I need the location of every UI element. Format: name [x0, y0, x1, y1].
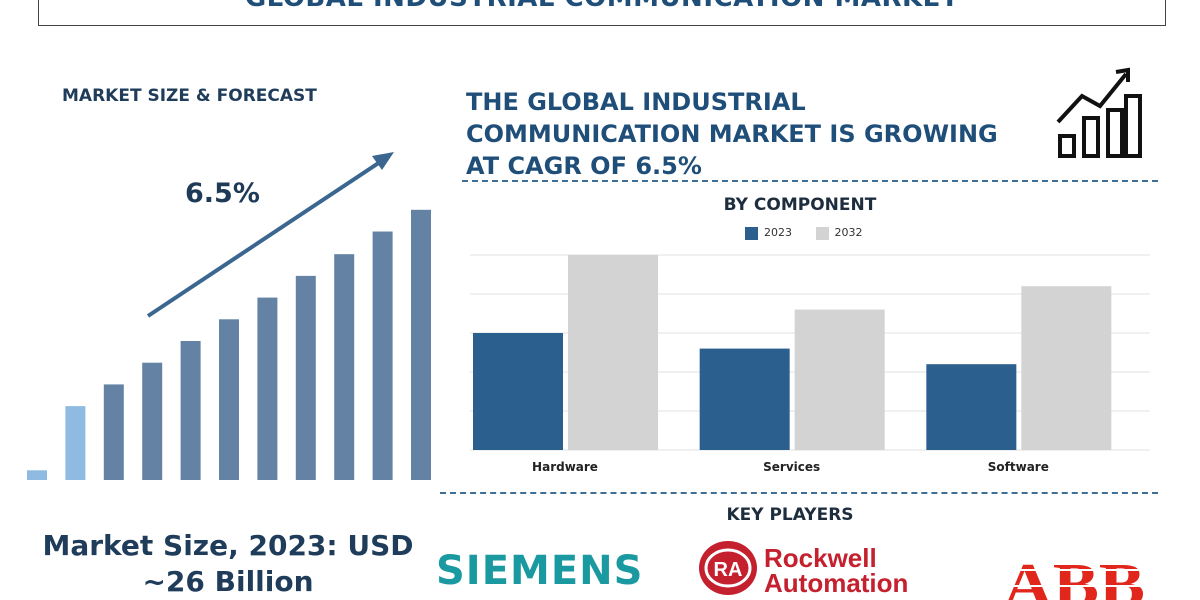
title-banner: GLOBAL INDUSTRIAL COMMUNICATION MARKET [38, 0, 1166, 26]
rockwell-badge-text: RA [714, 559, 743, 581]
forecast-bar-2029 [295, 275, 316, 480]
component-bar-software-2023 [926, 364, 1017, 450]
siemens-logo: SIEMENS [436, 548, 644, 594]
forecast-bar-2024 [103, 384, 124, 480]
forecast-bar-2023 [65, 406, 86, 480]
component-legend: 2023 2032 [745, 226, 883, 240]
component-chart [470, 254, 1150, 451]
growth-arrow [146, 152, 394, 318]
component-bar-hardware-2023 [473, 333, 563, 450]
forecast-chart: 2022202320242025202620272028202920302031… [27, 152, 431, 480]
headline-line2: COMMUNICATION MARKET IS GROWING [466, 120, 998, 148]
component-bar-services-2032 [794, 309, 885, 450]
key-players-title: KEY PLAYERS [726, 505, 854, 525]
abb-logo-icon: ABB [1003, 552, 1148, 600]
market-size-line1: Market Size, 2023: USD [42, 529, 414, 562]
forecast-bar-2030 [334, 254, 355, 480]
rockwell-logo-icon: RA [699, 541, 757, 595]
market-size-text: Market Size, 2023: USD ~26 Billion [18, 528, 438, 600]
component-bar-software-2032 [1021, 286, 1112, 450]
rockwell-line2: Automation [764, 568, 909, 598]
page-title: GLOBAL INDUSTRIAL COMMUNICATION MARKET [39, 0, 1165, 11]
forecast-bar-2028 [257, 297, 278, 480]
forecast-bar-2027 [219, 319, 239, 480]
forecast-bar-2026 [180, 341, 201, 480]
forecast-bar-2032 [411, 209, 431, 480]
headline: THE GLOBAL INDUSTRIAL COMMUNICATION MARK… [466, 86, 1046, 182]
component-category-software: Software [987, 460, 1049, 474]
forecast-bar-2022 [27, 470, 47, 480]
legend-swatch-2032 [815, 226, 829, 240]
legend-label-2032: 2032 [834, 226, 863, 240]
abb-logo: ABB [1003, 540, 1148, 600]
forecast-title: MARKET SIZE & FORECAST [62, 86, 317, 106]
component-bar-services-2023 [699, 348, 790, 450]
cagr-label: 6.5% [185, 178, 260, 209]
players-divider [440, 492, 1158, 494]
headline-line1: THE GLOBAL INDUSTRIAL [466, 88, 806, 116]
headline-divider [462, 180, 1158, 182]
component-category-services: Services [763, 460, 821, 474]
rockwell-wordmark: Rockwell Automation [764, 543, 909, 598]
rockwell-line1: Rockwell [764, 543, 877, 573]
growth-chart-icon [1056, 67, 1142, 158]
component-chart-title: BY COMPONENT [723, 195, 877, 215]
legend-item-2023: 2023 [745, 226, 792, 240]
headline-line3: AT CAGR OF 6.5% [466, 152, 702, 180]
legend-label-2023: 2023 [764, 226, 792, 240]
legend-swatch-2023 [745, 226, 758, 240]
forecast-bar-2031 [372, 231, 393, 480]
forecast-bar-2025 [142, 362, 163, 480]
legend-item-2032: 2032 [815, 226, 863, 240]
abb-text: ABB [1003, 552, 1145, 600]
component-category-hardware: Hardware [532, 460, 598, 474]
component-bar-hardware-2032 [568, 255, 658, 450]
market-size-line2: ~26 Billion [142, 565, 314, 598]
